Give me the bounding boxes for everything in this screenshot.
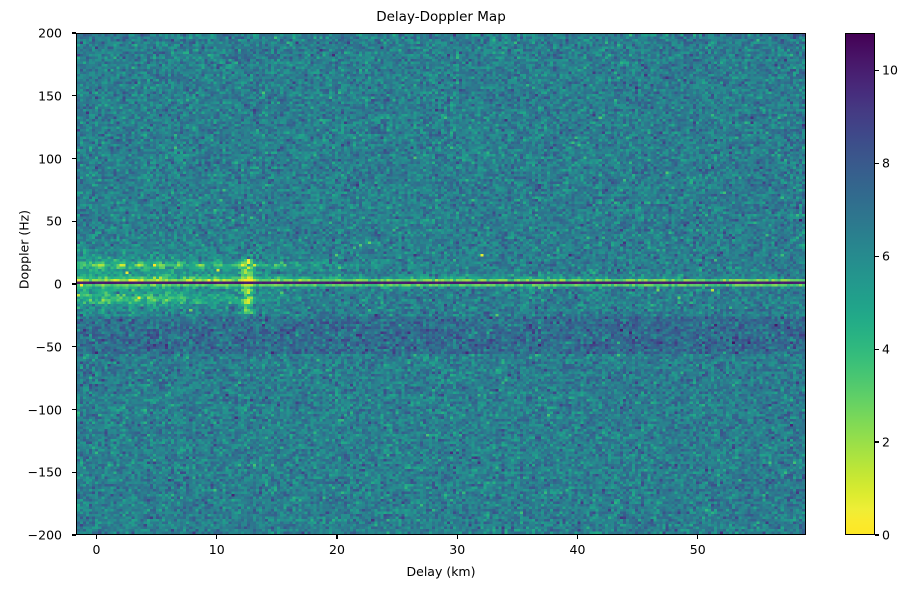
colorbar-tick-mark xyxy=(875,534,879,536)
colorbar-tick-label: 2 xyxy=(882,434,890,450)
colorbar-gradient xyxy=(846,34,874,534)
x-tick-mark xyxy=(95,535,97,539)
y-tick-mark xyxy=(72,220,76,222)
colorbar-tick-mark xyxy=(875,255,879,257)
y-tick-label: 200 xyxy=(38,25,62,41)
x-tick-label: 20 xyxy=(329,542,345,557)
y-tick-mark xyxy=(72,471,76,473)
y-tick-label: −150 xyxy=(27,464,62,480)
x-tick-label: 50 xyxy=(689,542,706,557)
colorbar-tick-label: 10 xyxy=(882,62,898,78)
x-axis-label: Delay (km) xyxy=(406,564,476,579)
delay-doppler-heatmap-image xyxy=(77,34,805,534)
y-tick-label: −100 xyxy=(27,402,62,417)
y-tick-label: 0 xyxy=(54,276,62,292)
x-tick-label: 0 xyxy=(92,542,101,557)
y-tick-label: 100 xyxy=(38,151,62,166)
colorbar-tick-label: 6 xyxy=(882,248,890,264)
y-tick-mark xyxy=(72,346,76,348)
heatmap-plot-area[interactable] xyxy=(76,33,806,535)
y-tick-mark xyxy=(72,408,76,411)
x-tick-label: 30 xyxy=(449,542,466,557)
y-tick-mark xyxy=(72,32,76,34)
colorbar-tick-mark xyxy=(875,162,879,164)
y-tick-mark xyxy=(72,157,76,160)
x-tick-mark xyxy=(456,535,458,539)
colorbar-tick-mark xyxy=(875,69,879,71)
y-tick-mark xyxy=(72,283,76,285)
colorbar-tick-label: 0 xyxy=(882,527,890,543)
y-tick-label: −200 xyxy=(27,527,62,543)
y-tick-mark xyxy=(72,534,76,536)
y-axis-label: Doppler (Hz) xyxy=(16,209,32,290)
x-tick-mark xyxy=(697,535,699,539)
y-tick-label: 150 xyxy=(38,88,62,104)
y-tick-label: 50 xyxy=(46,213,62,229)
y-tick-mark xyxy=(72,95,76,97)
colorbar-tick-mark xyxy=(875,348,879,350)
y-tick-label: −50 xyxy=(35,339,62,355)
x-tick-mark xyxy=(216,535,218,539)
colorbar-tick-mark xyxy=(875,441,879,443)
x-tick-mark xyxy=(336,535,338,539)
x-tick-mark xyxy=(576,535,579,539)
chart-title: Delay-Doppler Map xyxy=(376,9,506,25)
colorbar-tick-label: 4 xyxy=(882,341,890,357)
x-tick-label: 40 xyxy=(569,542,586,557)
x-tick-label: 10 xyxy=(208,542,225,557)
colorbar[interactable] xyxy=(845,33,875,535)
colorbar-tick-label: 8 xyxy=(882,155,890,171)
